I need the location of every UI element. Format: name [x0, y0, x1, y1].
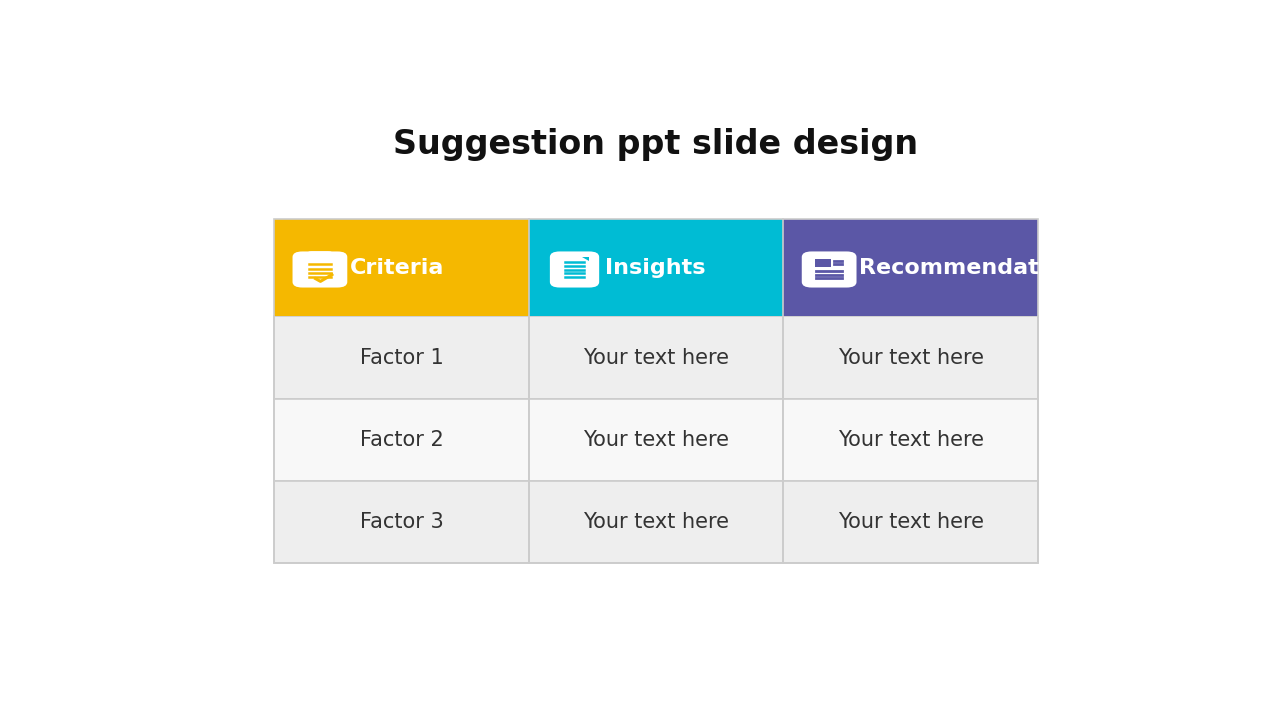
Bar: [783, 399, 1038, 480]
Bar: [783, 220, 1038, 317]
Text: Factor 1: Factor 1: [360, 348, 443, 367]
Bar: [783, 480, 1038, 562]
Text: Recommendations: Recommendations: [859, 258, 1091, 278]
Bar: [529, 480, 783, 562]
Bar: [274, 317, 529, 399]
Bar: [815, 258, 831, 267]
Bar: [529, 220, 783, 317]
Text: Your text here: Your text here: [582, 430, 730, 449]
FancyBboxPatch shape: [307, 251, 333, 262]
Circle shape: [316, 253, 324, 257]
Text: Insights: Insights: [604, 258, 705, 278]
FancyBboxPatch shape: [293, 251, 347, 287]
Text: Your text here: Your text here: [837, 348, 983, 367]
FancyBboxPatch shape: [550, 251, 599, 287]
Text: Factor 2: Factor 2: [360, 430, 443, 449]
FancyBboxPatch shape: [801, 251, 856, 287]
Bar: [274, 399, 529, 480]
Bar: [529, 399, 783, 480]
Bar: [274, 480, 529, 562]
Text: Factor 3: Factor 3: [360, 512, 443, 531]
Text: Your text here: Your text here: [582, 512, 730, 531]
Text: Your text here: Your text here: [582, 348, 730, 367]
Bar: [529, 317, 783, 399]
Bar: [783, 317, 1038, 399]
Text: Your text here: Your text here: [837, 512, 983, 531]
Text: Suggestion ppt slide design: Suggestion ppt slide design: [393, 128, 919, 161]
Bar: [274, 220, 1038, 562]
Polygon shape: [582, 257, 589, 261]
Bar: [274, 220, 529, 317]
Text: Your text here: Your text here: [837, 430, 983, 449]
Text: Criteria: Criteria: [349, 258, 444, 278]
